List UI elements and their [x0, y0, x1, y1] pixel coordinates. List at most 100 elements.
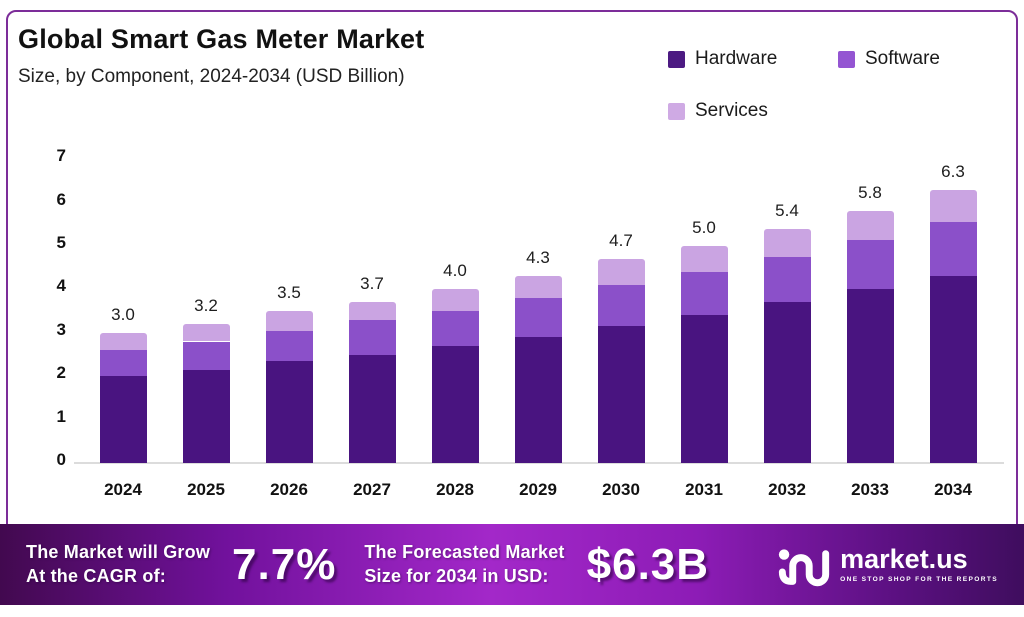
software-segment-2032	[763, 256, 811, 303]
x-axis-label-2033: 2033	[851, 480, 889, 499]
total-label-2026: 3.5	[277, 283, 301, 303]
software-swatch-icon	[838, 50, 855, 68]
bar-2028	[431, 0, 479, 463]
x-axis-label-2032: 2032	[768, 480, 806, 499]
y-axis-tick: 6	[56, 189, 66, 209]
y-axis-tick: 1	[56, 406, 66, 426]
services-swatch-icon	[668, 102, 685, 120]
bar-2025	[182, 0, 230, 463]
services-segment-2029	[514, 276, 562, 299]
bar-2033	[846, 0, 894, 463]
y-axis-tick: 7	[56, 146, 66, 166]
page-title: Global Smart Gas Meter Market	[18, 24, 425, 54]
services-segment-2031	[680, 246, 728, 273]
y-axis-tick: 3	[56, 319, 66, 339]
hardware-segment-2026	[265, 361, 313, 463]
legend-label-services: Services	[695, 100, 768, 121]
services-segment-2027	[348, 302, 396, 320]
x-axis-label-2034: 2034	[934, 480, 972, 499]
hardware-segment-2031	[680, 315, 728, 463]
bar-2031	[680, 0, 728, 463]
software-segment-2026	[265, 330, 313, 362]
y-axis-tick: 2	[56, 363, 66, 383]
services-segment-2024	[99, 332, 147, 351]
software-segment-2034	[929, 222, 977, 277]
total-label-2032: 5.4	[775, 200, 799, 220]
chart-legend: Hardware Software Services	[668, 48, 988, 122]
total-label-2028: 4.0	[443, 261, 467, 281]
cagr-value: 7.7%	[232, 539, 337, 589]
hardware-segment-2033	[846, 289, 894, 463]
hardware-segment-2025	[182, 369, 230, 463]
legend-item-software: Software	[838, 48, 988, 70]
total-label-2030: 4.7	[609, 231, 633, 251]
cagr-label-line2: At the CAGR of:	[26, 565, 166, 586]
bar-2030	[597, 0, 645, 463]
cagr-label: The Market will Grow At the CAGR of:	[26, 541, 210, 588]
marketus-logo-icon	[778, 548, 830, 586]
legend-item-hardware: Hardware	[668, 48, 838, 70]
software-segment-2027	[348, 319, 396, 355]
logo-tagline: ONE STOP SHOP FOR THE REPORTS	[840, 576, 998, 583]
hardware-segment-2030	[597, 326, 645, 463]
hardware-segment-2034	[929, 276, 977, 463]
bar-2026	[265, 0, 313, 463]
total-label-2024: 3.0	[111, 304, 135, 324]
software-segment-2030	[597, 285, 645, 327]
y-axis-tick: 4	[56, 276, 66, 296]
total-label-2029: 4.3	[526, 248, 550, 268]
software-segment-2024	[99, 350, 147, 377]
bar-2027	[348, 0, 396, 463]
forecast-label-line2: Size for 2034 in USD:	[364, 565, 549, 586]
x-axis-line	[74, 462, 1004, 464]
forecast-value: $6.3B	[586, 539, 710, 589]
x-axis-label-2030: 2030	[602, 480, 640, 499]
x-axis-label-2025: 2025	[187, 480, 225, 499]
x-axis-label-2024: 2024	[104, 480, 142, 499]
software-segment-2025	[182, 341, 230, 370]
x-axis-label-2026: 2026	[270, 480, 308, 499]
legend-label-hardware: Hardware	[695, 48, 778, 69]
total-label-2031: 5.0	[692, 218, 716, 237]
bar-2034	[929, 0, 977, 463]
services-segment-2028	[431, 289, 479, 312]
y-axis-tick: 5	[56, 233, 66, 252]
software-segment-2028	[431, 311, 479, 346]
bottom-banner: The Market will Grow At the CAGR of: 7.7…	[0, 524, 1024, 605]
x-axis-label-2027: 2027	[353, 480, 391, 499]
y-axis-tick: 0	[56, 450, 66, 469]
forecast-label-line1: The Forecasted Market	[364, 542, 565, 563]
bar-2029	[514, 0, 562, 463]
services-segment-2034	[929, 189, 977, 223]
marketus-logo[interactable]: market.us ONE STOP SHOP FOR THE REPORTS	[778, 543, 998, 587]
services-segment-2025	[182, 324, 230, 342]
total-label-2033: 5.8	[858, 183, 882, 203]
software-segment-2033	[846, 239, 894, 290]
legend-item-services: Services	[668, 100, 838, 122]
legend-label-software: Software	[865, 48, 940, 69]
hardware-segment-2029	[514, 337, 562, 463]
hardware-segment-2028	[431, 345, 479, 463]
software-segment-2031	[680, 272, 728, 316]
services-segment-2032	[763, 228, 811, 257]
hardware-segment-2032	[763, 302, 811, 463]
total-label-2034: 6.3	[941, 161, 965, 181]
logo-name: market.us	[840, 544, 968, 574]
total-label-2027: 3.7	[360, 274, 384, 294]
x-axis-label-2029: 2029	[519, 480, 557, 499]
cagr-label-line1: The Market will Grow	[26, 542, 211, 563]
services-segment-2033	[846, 211, 894, 240]
total-label-2025: 3.2	[194, 296, 218, 316]
bar-2024	[99, 0, 147, 463]
x-axis-label-2031: 2031	[685, 480, 723, 499]
page-subtitle: Size, by Component, 2024-2034 (USD Billi…	[18, 66, 405, 87]
forecast-label: The Forecasted Market Size for 2034 in U…	[364, 541, 564, 588]
x-axis-label-2028: 2028	[436, 480, 474, 499]
services-segment-2026	[265, 311, 313, 331]
bar-2032	[763, 0, 811, 463]
hardware-swatch-icon	[668, 50, 685, 68]
services-segment-2030	[597, 259, 645, 286]
logo-text-block: market.us ONE STOP SHOP FOR THE REPORTS	[840, 544, 998, 584]
